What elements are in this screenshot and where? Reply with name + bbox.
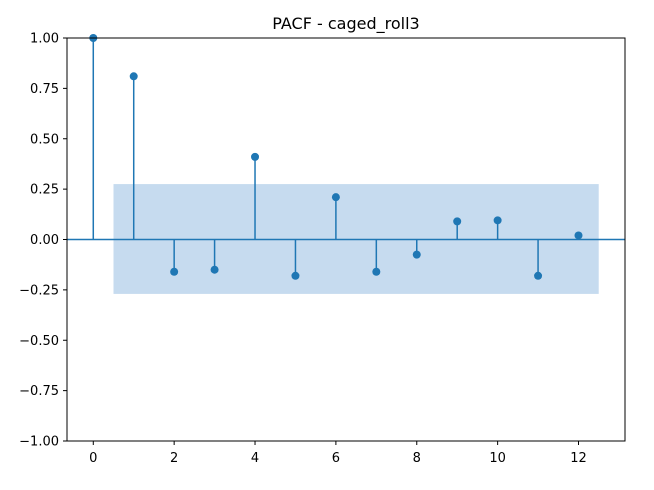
x-tick-label: 10	[489, 451, 506, 466]
y-tick-label: 0.75	[30, 82, 59, 97]
y-tick-label: 0.50	[30, 132, 59, 147]
stem-marker-lag-4	[251, 152, 260, 161]
stem-marker-lag-5	[291, 271, 300, 280]
x-tick-label: 0	[89, 451, 97, 466]
stem-marker-lag-9	[453, 217, 462, 226]
stem-marker-lag-8	[412, 250, 421, 259]
chart-title: PACF - caged_roll3	[272, 14, 419, 34]
y-tick-label: −0.75	[19, 384, 59, 399]
y-tick-label: 1.00	[30, 32, 59, 47]
x-tick-label: 2	[170, 451, 178, 466]
stem-marker-lag-3	[210, 265, 219, 274]
stem-marker-lag-10	[493, 216, 502, 225]
x-tick-label: 12	[570, 451, 587, 466]
axes: 0 2 4 6 8 10 12 −1.00 −0.75 −0.50 −0.25 0.00 0.25 0.5…	[19, 32, 626, 466]
x-tick-label: 8	[413, 451, 421, 466]
stem-marker-lag-2	[170, 267, 179, 276]
y-tick-label: 0.25	[30, 183, 59, 198]
stem-marker-lag-12	[574, 231, 583, 240]
y-tick-label: −0.50	[19, 334, 59, 349]
x-tick-label: 6	[332, 451, 340, 466]
stem-marker-lag-11	[534, 271, 543, 280]
y-tick-label: 0.00	[30, 233, 59, 248]
stem-marker-lag-6	[331, 193, 340, 202]
stem-marker-lag-7	[372, 267, 381, 276]
x-tick-label: 4	[251, 451, 259, 466]
stem-marker-lag-1	[129, 72, 138, 81]
y-tick-label: −0.25	[19, 283, 59, 298]
plot-area	[67, 34, 625, 294]
y-tick-label: −1.00	[19, 435, 59, 450]
